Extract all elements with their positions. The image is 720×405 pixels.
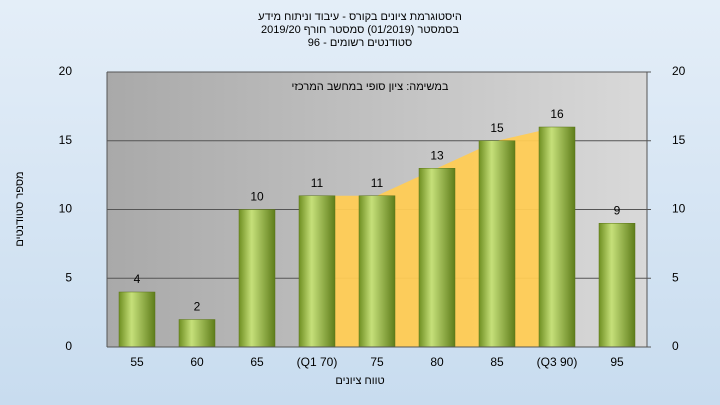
y-tick-label: 10 (59, 202, 73, 216)
bar (598, 223, 636, 348)
x-tick-label: 95 (610, 355, 624, 369)
x-tick-label: 60 (190, 355, 204, 369)
y-axis-label: מספר סטודנטים (14, 171, 26, 246)
y2-tick-label: 10 (672, 202, 686, 216)
bar (418, 168, 456, 348)
data-label: 9 (614, 203, 621, 217)
chart-subtitle: בסמסטר (01/2019) סמסטר חורף 2019/20 (261, 24, 459, 36)
x-tick-label: 65 (250, 355, 264, 369)
x-tick-label: (Q3 90) (537, 355, 578, 369)
x-axis-label: טווח ציונים (335, 375, 384, 387)
chart-subtitle: 96 - סטודנטים רשומים (308, 37, 412, 49)
y2-tick-label: 0 (672, 339, 679, 353)
bar (238, 209, 276, 348)
x-tick-label: 85 (490, 355, 504, 369)
y-tick-label: 0 (65, 339, 72, 353)
data-label: 4 (134, 272, 141, 286)
bar (298, 195, 336, 348)
data-label: 10 (250, 190, 264, 204)
data-label: 13 (430, 148, 444, 162)
bar (178, 319, 216, 348)
bar (118, 291, 156, 348)
x-tick-label: 80 (430, 355, 444, 369)
data-label: 2 (194, 300, 201, 314)
x-tick-label: 75 (370, 355, 384, 369)
annotation: במשימה: ציון סופי במחשב המרכזי (292, 81, 449, 93)
bar (538, 126, 576, 348)
y-tick-label: 15 (59, 133, 73, 147)
bar (358, 195, 396, 348)
y-tick-label: 5 (65, 270, 72, 284)
y2-tick-label: 5 (672, 270, 679, 284)
x-tick-label: (Q1 70) (297, 355, 338, 369)
data-label: 16 (550, 107, 564, 121)
x-tick-label: 55 (130, 355, 144, 369)
y2-tick-label: 15 (672, 133, 686, 147)
data-label: 11 (371, 176, 384, 190)
chart-title: היסטוגרמת ציונים בקורס - עיבוד וניתוח מי… (258, 11, 462, 23)
data-label: 11 (311, 176, 324, 190)
bar (478, 140, 516, 348)
y2-tick-label: 20 (672, 64, 686, 78)
y-tick-label: 20 (59, 64, 73, 78)
data-label: 15 (490, 121, 504, 135)
